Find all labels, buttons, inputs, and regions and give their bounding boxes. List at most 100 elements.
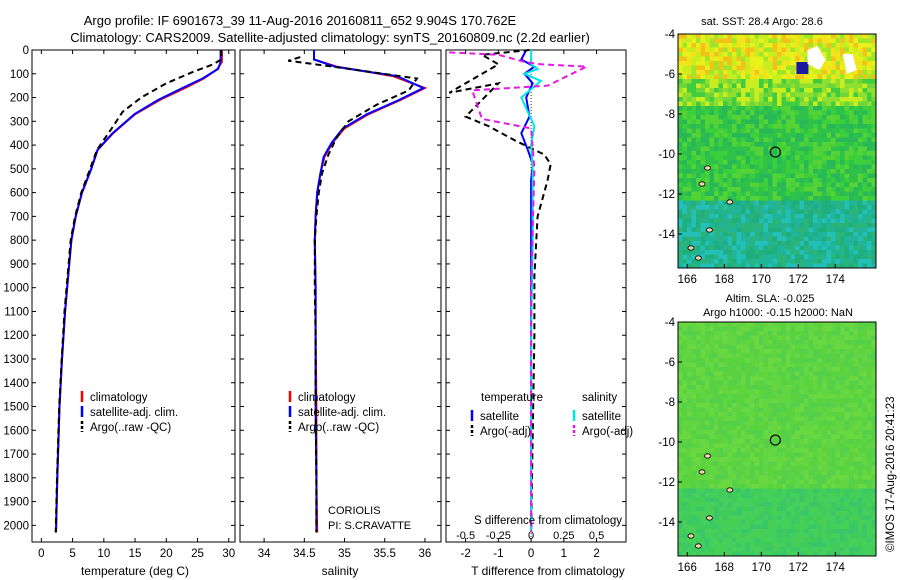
plot-frame (31, 49, 236, 543)
legend-label: satellite-adj. clim. (298, 407, 386, 419)
island (706, 227, 713, 233)
y-tick-label: 500 (10, 164, 29, 176)
argo-position-marker (769, 434, 781, 446)
x-tick-label: 2 (593, 548, 599, 560)
x-tick-label: 174 (826, 562, 846, 574)
legend-label: climatology (298, 392, 356, 404)
series-argo-adj- (448, 49, 552, 533)
y-tick-label: -14 (658, 517, 675, 529)
s-tick-label: 0 (528, 530, 534, 542)
y-tick-label: 1700 (3, 449, 29, 461)
legend-label: Argo(-adj) (480, 426, 531, 438)
annotation-pi: PI: S.CRAVATTE (328, 520, 411, 532)
legend-label: Argo(..raw -QC) (90, 422, 171, 434)
island (726, 487, 734, 493)
title-line-2: Climatology: CARS2009. Satellite-adjuste… (70, 30, 590, 45)
island (706, 515, 713, 521)
y-tick-label: 400 (10, 140, 29, 152)
y-tick-label: 1400 (3, 378, 29, 390)
cold-cell (796, 62, 809, 74)
island (698, 181, 706, 187)
y-tick-label: 600 (10, 188, 29, 200)
y-tick-label: 1200 (3, 330, 29, 342)
x-tick-label: 34 (258, 548, 271, 560)
map-frame (677, 33, 877, 269)
y-tick-label: 800 (10, 235, 29, 247)
x-tick-label: -2 (461, 548, 471, 560)
y-tick-label: 300 (10, 116, 29, 128)
legend-label: satellite (582, 411, 621, 423)
missing-data (807, 46, 826, 70)
legend-label: Argo(-adj) (582, 426, 633, 438)
y-tick-label: 100 (10, 69, 29, 81)
x-tick-label: 1 (561, 548, 567, 560)
s-tick-label: 0.25 (553, 530, 574, 542)
sst-map-panel: 166 168 170 172 174 -4 -6 -8 -10 -12 -14 (658, 29, 877, 286)
diff-xlabel-top: S difference from climatology (474, 515, 622, 527)
salinity-xlabel: salinity (322, 564, 359, 578)
x-tick-label: 170 (752, 274, 771, 286)
island (687, 245, 695, 251)
annotation-coriolis: CORIOLIS (328, 505, 381, 517)
y-tick-label: 900 (10, 259, 29, 271)
y-tick-label: 1300 (3, 354, 29, 366)
y-tick-label: -4 (665, 317, 676, 329)
title-line-1: Argo profile: IF 6901673_39 11-Aug-2016 … (84, 13, 517, 28)
x-tick-label: -1 (493, 548, 503, 560)
s-tick-label: 0.5 (589, 530, 604, 542)
island (704, 165, 712, 171)
x-tick-label: 168 (715, 562, 734, 574)
x-tick-label: 36 (419, 548, 432, 560)
y-tick-label: -12 (658, 477, 675, 489)
legend-label: climatology (90, 392, 148, 404)
x-tick-label: 10 (97, 548, 110, 560)
x-tick-label: 25 (191, 548, 204, 560)
y-tick-label: 1800 (3, 473, 29, 485)
x-tick-label: 15 (129, 548, 142, 560)
x-tick-label: 20 (160, 548, 173, 560)
island (726, 199, 734, 205)
temperature-xlabel: temperature (deg C) (81, 564, 189, 578)
legend-label: satellite (480, 411, 519, 423)
sla-map-panel: 166 168 170 172 174 -4 -6 -8 -10 -12 -14 (658, 317, 877, 574)
x-tick-label: 170 (752, 562, 771, 574)
x-tick-label: 30 (222, 548, 235, 560)
y-tick-label: -10 (658, 437, 675, 449)
x-tick-label: 166 (678, 562, 697, 574)
sla-map-title-1: Altim. SLA: -0.025 (726, 293, 815, 305)
island (694, 543, 702, 549)
salinity-panel: 34 34.5 35 35.5 36 climatology satellite-adj. … (239, 49, 442, 560)
y-tick-label: 1600 (3, 425, 29, 437)
x-tick-label: 172 (789, 562, 808, 574)
island (704, 453, 712, 459)
heatmap-cells (678, 322, 877, 557)
difference-panel: -2 -1 0 1 2 -0.5 -0.25 0 0.25 0.5 temperature salin… (445, 49, 633, 560)
x-tick-label: 172 (789, 274, 808, 286)
x-tick-label: 168 (715, 274, 734, 286)
y-tick-label: -6 (665, 357, 675, 369)
y-tick-label: -8 (665, 397, 675, 409)
x-tick-label: 35 (338, 548, 351, 560)
plot-frame (239, 49, 442, 543)
series-argo-raw-qc- (287, 56, 419, 533)
map-frame (677, 321, 877, 557)
legend-label: satellite-adj. clim. (90, 407, 178, 419)
series-argo-raw-qc- (54, 50, 223, 533)
series-argo-adj- (449, 51, 588, 533)
y-tick-label: -8 (665, 109, 675, 121)
imos-stamp: ©IMOS 17-Aug-2016 20:41:23 (885, 396, 897, 552)
y-tick-label: 0 (23, 45, 29, 57)
temperature-panel: 0 5 10 15 20 25 300100200300400500600700800900… (3, 45, 236, 560)
sla-map-title-2: Argo h1000: -0.15 h2000: NaN (703, 307, 853, 319)
y-tick-label: 1000 (3, 283, 29, 295)
heatmap-cells (678, 34, 877, 269)
y-tick-label: 700 (10, 211, 29, 223)
plot-frame (445, 49, 627, 543)
x-tick-label: 0 (38, 548, 44, 560)
legend-title: temperature (481, 392, 543, 404)
x-tick-label: 166 (678, 274, 697, 286)
sst-map-title: sat. SST: 28.4 Argo: 28.6 (701, 16, 823, 28)
island (687, 533, 695, 539)
island (694, 255, 702, 261)
x-tick-label: 5 (69, 548, 75, 560)
